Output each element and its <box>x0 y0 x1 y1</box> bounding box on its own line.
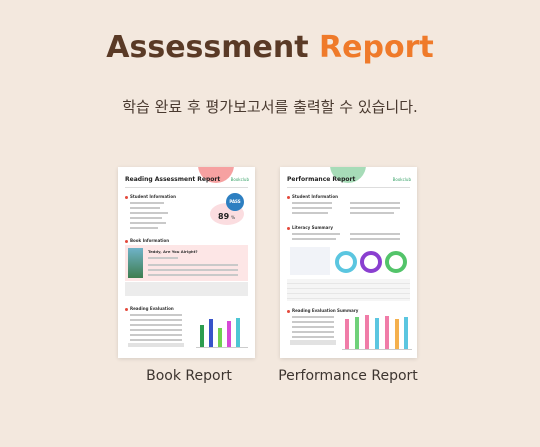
doc-title: Reading Assessment Report <box>125 176 221 183</box>
text-line <box>148 264 238 266</box>
text-line <box>130 222 166 224</box>
text-line <box>292 336 334 338</box>
average-row <box>290 340 336 345</box>
score-table <box>287 279 410 301</box>
doc-title: Performance Report <box>287 176 356 183</box>
text-line <box>350 207 400 209</box>
text-line <box>130 324 182 326</box>
book-report-caption: Book Report <box>146 368 232 384</box>
score-value: 89% <box>218 212 235 221</box>
chart-bar <box>227 321 231 347</box>
text-line <box>292 331 334 333</box>
text-line <box>148 257 178 259</box>
donut-chart-green <box>385 251 407 273</box>
text-line <box>292 326 334 328</box>
book-cover <box>128 248 143 278</box>
text-line <box>130 339 182 341</box>
performance-report-caption: Performance Report <box>278 368 418 384</box>
text-line <box>292 202 332 204</box>
text-line <box>130 217 162 219</box>
text-line <box>130 329 182 331</box>
section-book-info: Book Information <box>125 238 169 243</box>
text-line <box>350 202 400 204</box>
score-unit: % <box>231 215 236 220</box>
donut-chart-cyan <box>335 251 357 273</box>
page-title: Assessment Report <box>0 30 540 65</box>
chart-bar <box>218 328 222 347</box>
text-line <box>292 212 328 214</box>
title-assessment: Assessment <box>106 30 309 65</box>
decor-blob <box>198 167 234 183</box>
decor-blob <box>330 167 366 183</box>
text-line <box>148 274 238 276</box>
section-student-info: Student Information <box>287 194 338 199</box>
section-reading-eval: Reading Evaluation <box>125 306 174 311</box>
title-report: Report <box>319 30 434 65</box>
text-line <box>350 212 394 214</box>
chart-bar <box>404 317 408 349</box>
text-line <box>350 238 400 240</box>
summary-bar-chart <box>342 313 412 350</box>
books-read-table <box>290 247 330 275</box>
book-title: Teddy, Are You Alright? <box>148 249 198 254</box>
book-report-thumbnail[interactable]: Reading Assessment Report Bookclub Stude… <box>118 167 255 358</box>
text-line <box>130 319 182 321</box>
text-line <box>148 269 238 271</box>
chart-bar <box>395 319 399 349</box>
section-literacy-summary: Literacy Summary <box>287 225 333 230</box>
chart-bar <box>355 317 359 349</box>
summary-box <box>125 282 248 296</box>
text-line <box>350 233 400 235</box>
chart-bar <box>365 315 369 349</box>
text-line <box>130 227 158 229</box>
score-number: 89 <box>218 212 230 221</box>
donut-chart-purple <box>360 251 382 273</box>
text-line <box>130 314 182 316</box>
page-subtitle: 학습 완료 후 평가보고서를 출력할 수 있습니다. <box>122 98 418 116</box>
text-line <box>292 316 334 318</box>
logo: Bookclub <box>230 177 249 182</box>
chart-bar <box>345 319 349 349</box>
text-line <box>292 238 336 240</box>
section-student-info: Student Information <box>125 194 176 199</box>
performance-report-thumbnail[interactable]: Performance Report Bookclub Student Info… <box>280 167 417 358</box>
chart-bar <box>385 316 389 349</box>
pass-badge: PASS <box>226 193 244 211</box>
chart-bar <box>236 318 240 347</box>
text-line <box>130 202 164 204</box>
eval-bar-chart <box>196 314 248 348</box>
text-line <box>292 207 332 209</box>
text-line <box>130 207 160 209</box>
divider <box>287 187 410 188</box>
divider <box>125 187 248 188</box>
logo: Bookclub <box>392 177 411 182</box>
text-line <box>292 233 340 235</box>
text-line <box>130 212 168 214</box>
chart-bar <box>200 325 204 347</box>
chart-bar <box>375 318 379 349</box>
text-line <box>130 334 182 336</box>
section-reading-eval-summary: Reading Evaluation Summary <box>287 308 358 313</box>
chart-bar <box>209 319 213 347</box>
text-line <box>292 321 334 323</box>
total-row <box>128 343 184 347</box>
